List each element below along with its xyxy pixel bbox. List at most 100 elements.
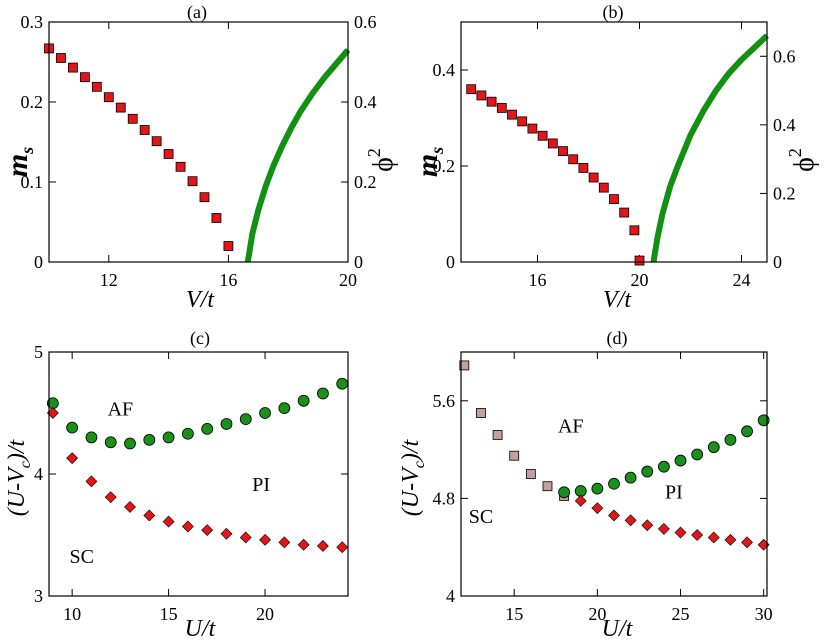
panel-c-ylabel: (U-Vc)/t <box>4 438 34 516</box>
x-tick-label: 15 <box>160 604 178 624</box>
data-point-square <box>517 116 528 127</box>
y-tick-right-label: 0.6 <box>773 46 796 66</box>
data-point-diamond <box>220 527 233 540</box>
data-point-circle <box>591 482 604 495</box>
data-point-square <box>187 176 198 187</box>
panel-c-label: (c) <box>190 328 210 349</box>
data-point-diamond <box>181 520 194 533</box>
y-tick-label: 3 <box>34 586 43 606</box>
series-line <box>244 48 351 263</box>
y-tick-label: 5.6 <box>433 391 456 411</box>
data-point-square <box>139 125 150 135</box>
panel-d-ylabel: (U-Vc)/t <box>398 438 428 516</box>
y-tick-label: 0.4 <box>433 60 456 80</box>
panel-b-ylabel-right: ϕ2 <box>785 148 820 172</box>
data-point-square <box>507 109 517 120</box>
data-point-circle <box>239 413 252 426</box>
region-label: PI <box>252 474 270 496</box>
panel-b-xlabel: V/t <box>603 287 632 313</box>
panel-b-label: (b) <box>603 2 624 23</box>
data-point-circle <box>558 486 571 499</box>
panel-d: (d) 15 20 25 30 4 4.8 5.6 AF PI SC (U-Vc)/t U/t <box>398 328 773 642</box>
x-tick-label: 20 <box>588 604 606 624</box>
data-point-square <box>619 207 630 218</box>
data-point-square <box>598 182 609 193</box>
y-tick-label: 0.1 <box>21 172 44 192</box>
data-point-diamond <box>297 538 310 551</box>
data-point-circle <box>657 460 670 473</box>
data-point-square <box>634 255 645 266</box>
data-point-square <box>568 154 579 165</box>
data-point-diamond <box>143 509 156 522</box>
data-point-square <box>509 450 520 461</box>
data-point-circle <box>741 425 753 438</box>
region-label: SC <box>70 546 94 568</box>
x-tick-label: 24 <box>733 270 751 290</box>
data-point-square <box>476 90 487 101</box>
data-point-diamond <box>336 541 349 554</box>
data-point-diamond <box>162 515 175 528</box>
data-point-square <box>91 81 102 92</box>
x-tick-label: 12 <box>100 270 118 290</box>
data-point-circle <box>104 436 117 449</box>
y-tick-right-label: 0 <box>773 252 782 272</box>
data-point-square <box>558 146 568 157</box>
data-point-circle <box>201 422 214 435</box>
region-label: AF <box>108 398 134 420</box>
data-point-diamond <box>624 514 637 527</box>
data-point-diamond <box>724 533 737 546</box>
data-point-circle <box>66 421 79 434</box>
data-point-diamond <box>239 531 252 544</box>
y-tick-right-label: 0.2 <box>354 172 377 192</box>
data-point-square <box>486 96 497 107</box>
data-point-circle <box>220 418 233 430</box>
panel-b-ylabel: ms <box>411 147 447 177</box>
data-point-square <box>115 102 126 113</box>
data-point-diamond <box>641 519 654 532</box>
x-tick-label: 20 <box>256 604 274 624</box>
data-point-square <box>466 84 477 95</box>
data-point-diamond <box>104 491 117 504</box>
data-point-square <box>542 481 553 492</box>
data-point-diamond <box>201 524 214 537</box>
y-tick-label: 0.2 <box>21 92 44 112</box>
y-tick-label: 5 <box>34 342 43 362</box>
panel-a-ylabel: ms <box>1 147 37 177</box>
x-tick-label: 20 <box>339 270 357 290</box>
y-tick-right-label: 0.4 <box>773 115 796 135</box>
x-tick-label: 16 <box>219 270 237 290</box>
data-point-circle <box>317 387 329 400</box>
y-tick-right-label: 0.6 <box>354 12 377 32</box>
data-point-square <box>547 138 558 149</box>
data-point-square <box>199 192 210 203</box>
data-point-circle <box>85 431 98 444</box>
data-point-square <box>609 194 619 205</box>
data-point-diamond <box>674 526 687 539</box>
panel-a-label: (a) <box>187 2 207 23</box>
panel-d-frame <box>460 351 768 597</box>
data-point-square <box>527 123 538 134</box>
data-point-diamond <box>741 536 753 549</box>
y-tick-label: 0.3 <box>21 12 44 32</box>
y-tick-label: 0 <box>446 252 455 272</box>
panel-d-xlabel: U/t <box>602 616 634 642</box>
data-point-circle <box>181 427 194 440</box>
data-point-square <box>629 225 640 236</box>
data-point-square <box>588 172 599 183</box>
x-tick-label: 16 <box>529 270 547 290</box>
data-point-diamond <box>608 509 620 522</box>
data-point-circle <box>278 402 291 415</box>
data-point-square <box>223 241 234 251</box>
data-point-diamond <box>278 536 291 549</box>
y-tick-label: 0 <box>34 252 43 272</box>
data-point-circle <box>259 407 271 419</box>
data-point-square <box>163 149 174 159</box>
data-point-square <box>476 408 486 418</box>
data-point-square <box>127 113 138 124</box>
data-point-circle <box>297 394 310 407</box>
data-point-diamond <box>316 540 329 552</box>
x-tick-label: 25 <box>672 604 690 624</box>
data-point-circle <box>336 377 349 390</box>
data-point-diamond <box>124 501 136 513</box>
panel-b-frame <box>460 21 768 263</box>
